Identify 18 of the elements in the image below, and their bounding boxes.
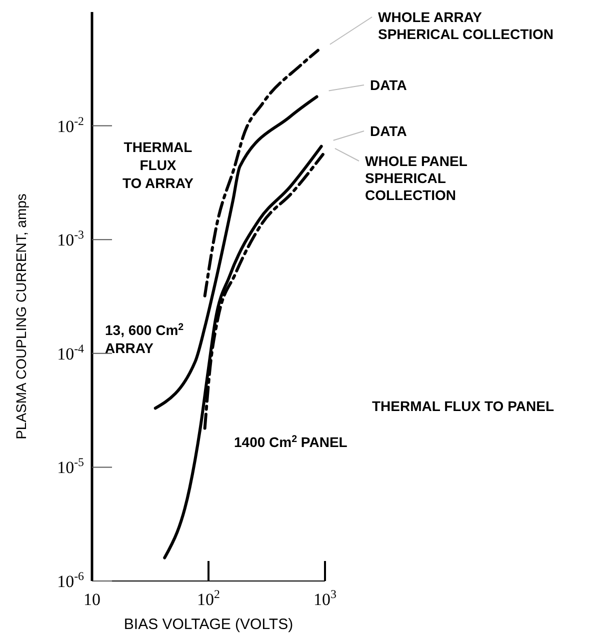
text: WHOLE PANEL SPHERICAL COLLECTION <box>365 153 468 203</box>
y-tick-label: 10$^{-4}$ <box>57 341 84 364</box>
y-tick-label: 10$^{-5}$ <box>57 455 84 478</box>
x-axis-title: BIAS VOLTAGE (VOLTS) <box>124 616 294 633</box>
text: 13, 600 Cm$^{2}$ ARRAY <box>105 322 184 356</box>
y-tick-label: 10$^{-6}$ <box>57 569 84 591</box>
text: DATA <box>370 123 407 139</box>
x-tick-label: 10 <box>84 590 100 609</box>
annotation: 1400 Cm$^{2}$ PANEL <box>234 434 348 450</box>
text: THERMAL FLUX TO PANEL <box>372 398 554 414</box>
y-axis-title: PLASMA COUPLING CURRENT, amps <box>13 194 29 440</box>
y-tick-label: 10$^{-3}$ <box>57 228 84 250</box>
y-tick-label: 10$^{-2}$ <box>57 114 84 136</box>
x-tick-label: 10$^{3}$ <box>314 587 337 609</box>
annotation: THERMAL FLUX TO ARRAY <box>122 139 194 191</box>
x-tick-label: 10$^{2}$ <box>197 587 220 609</box>
text: DATA <box>370 77 407 93</box>
text: WHOLE ARRAY SPHERICAL COLLECTION <box>378 9 554 42</box>
